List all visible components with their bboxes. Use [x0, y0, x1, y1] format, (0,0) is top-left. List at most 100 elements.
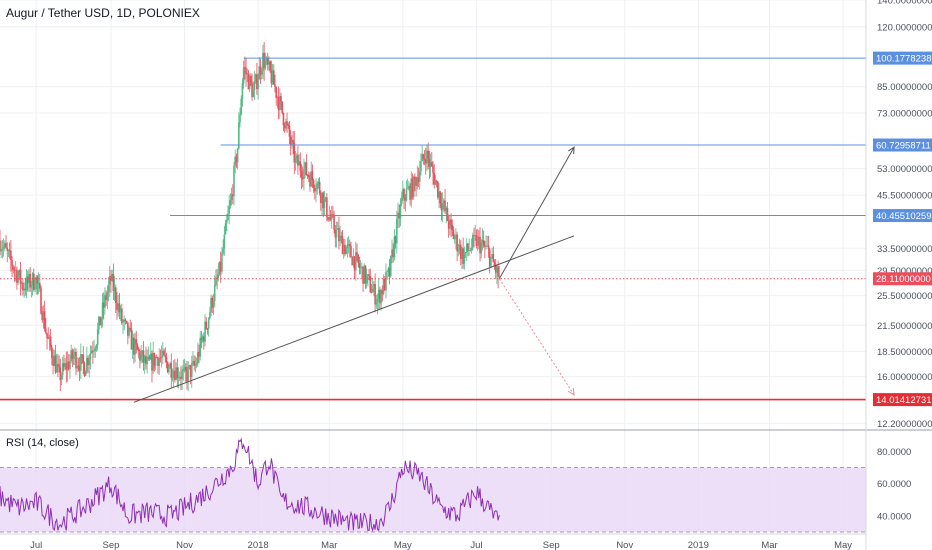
candle-body: [300, 170, 303, 178]
candle-body: [391, 249, 393, 256]
candle-body: [453, 238, 456, 240]
candle-body: [311, 171, 314, 180]
candle-body: [422, 154, 425, 159]
candle-body: [107, 284, 110, 293]
y-tick-label: 85.00000000: [877, 82, 932, 93]
candle-body: [452, 230, 455, 239]
candle-body: [259, 66, 262, 75]
candle-body: [335, 229, 338, 238]
chart-title: Augur / Tether USD, 1D, POLONIEX: [6, 6, 200, 20]
candle-body: [67, 361, 70, 370]
candle-body: [363, 265, 366, 284]
candle-body: [187, 366, 189, 382]
candle-body: [292, 139, 294, 143]
candlestick-series: [0, 41, 501, 392]
candle-body: [234, 156, 236, 166]
candle-body: [157, 357, 159, 366]
rsi-tick-label: 40.0000: [877, 511, 911, 522]
candle-body: [244, 67, 246, 69]
candle-body: [456, 234, 458, 252]
rsi-series-line: [0, 437, 500, 533]
candle-body: [37, 282, 40, 284]
candle-body: [166, 362, 169, 373]
candle-body: [313, 187, 316, 192]
price-tag: [873, 209, 932, 223]
candle-body: [183, 367, 186, 370]
candle-body: [31, 273, 34, 286]
candle-body: [321, 192, 323, 203]
candle-body: [266, 58, 269, 65]
candle-body: [403, 189, 405, 199]
candle-body: [230, 194, 233, 200]
candle-body: [2, 246, 5, 249]
candle-body: [18, 269, 21, 276]
candle-body: [82, 354, 85, 363]
projection-arrow-head: [568, 146, 575, 155]
candle-body: [215, 277, 217, 285]
candle-body: [34, 289, 36, 290]
candle-body: [423, 158, 426, 160]
candle-body: [435, 180, 438, 182]
candle-body: [320, 193, 322, 203]
candle-body: [352, 256, 355, 266]
candle-body: [203, 336, 205, 342]
candle-body: [350, 246, 352, 258]
candle-body: [30, 285, 33, 288]
candle-body: [479, 237, 481, 254]
candle-body: [449, 219, 451, 229]
candle-body: [212, 301, 215, 308]
candle-body: [84, 371, 87, 376]
candle-body: [55, 364, 58, 373]
candle-body: [416, 177, 419, 187]
candle-body: [77, 365, 80, 367]
candle-body: [309, 177, 311, 187]
candle-body: [467, 243, 469, 251]
candle-body: [461, 248, 463, 259]
y-tick-label: 120.00000000: [877, 22, 932, 33]
drawing-overlays: [0, 57, 866, 403]
x-tick-label: Jul: [30, 540, 42, 550]
candle-body: [94, 348, 97, 351]
candle-body: [155, 357, 158, 358]
candle-body: [146, 358, 148, 365]
x-tick-label: May: [834, 540, 852, 550]
candle-body: [225, 220, 228, 224]
candle-body: [285, 121, 287, 129]
x-tick-label: Nov: [616, 540, 633, 550]
candle-body: [41, 313, 44, 321]
candle-body: [280, 96, 282, 102]
candle-body: [351, 257, 353, 266]
candle-body: [377, 289, 380, 299]
price-tag-label: 40.45510259: [876, 211, 931, 222]
candle-body: [111, 273, 113, 281]
candle-body: [441, 203, 444, 210]
candle-body: [78, 366, 81, 371]
candle-body: [298, 161, 300, 166]
candle-body: [184, 367, 187, 372]
candle-body: [141, 350, 144, 355]
candle-body: [323, 198, 326, 209]
candle-body: [174, 370, 176, 380]
candle-body: [45, 328, 47, 333]
candle-body: [108, 275, 111, 285]
candle-body: [346, 244, 349, 248]
rsi-tick-label: 80.0000: [877, 447, 911, 458]
candle-body: [170, 363, 173, 378]
candle-body: [117, 303, 120, 310]
candle-body: [303, 168, 305, 180]
candle-body: [270, 70, 273, 84]
candle-body: [123, 319, 126, 322]
candle-body: [491, 254, 493, 257]
candle-body: [271, 70, 274, 84]
candle-body: [189, 365, 192, 378]
candle-body: [136, 344, 139, 350]
candle-body: [102, 302, 105, 308]
candle-body: [110, 275, 112, 281]
candle-body: [57, 364, 59, 366]
candle-body: [424, 159, 427, 164]
candle-body: [432, 165, 434, 173]
candle-body: [359, 267, 362, 269]
candle-body: [128, 328, 130, 336]
candle-body: [368, 274, 370, 277]
